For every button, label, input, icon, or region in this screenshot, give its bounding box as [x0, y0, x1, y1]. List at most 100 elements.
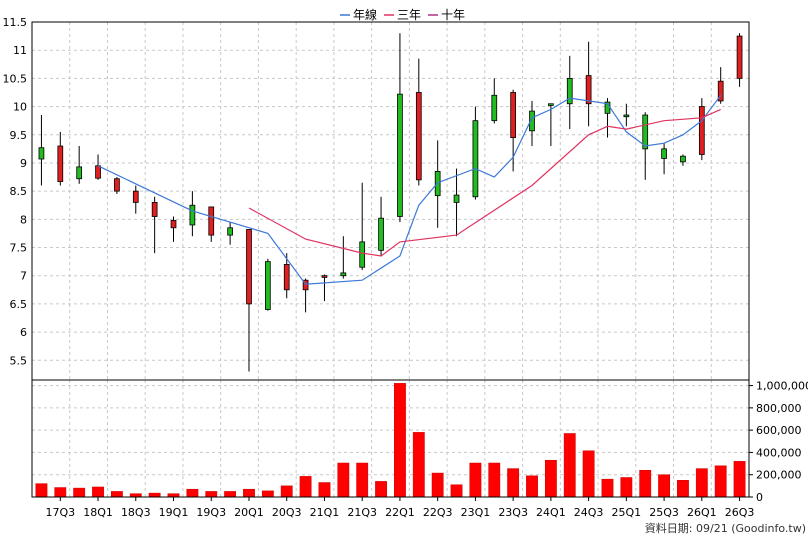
volume-bar: [168, 494, 179, 497]
candle-body: [379, 218, 384, 250]
volume-tick-label: 800,000: [756, 402, 802, 415]
x-tick-label: 22Q3: [423, 506, 453, 519]
volume-tick-label: 1,000,000: [756, 380, 808, 393]
candle-body: [492, 95, 497, 120]
volume-bar: [338, 463, 349, 497]
candle-body: [681, 156, 686, 162]
candle-body: [247, 229, 252, 303]
candle-body: [114, 179, 119, 191]
candle-body: [737, 36, 742, 78]
moving-average-lines: [98, 95, 721, 284]
price-tick-label: 7.5: [10, 242, 28, 255]
candle-body: [548, 104, 553, 106]
volume-bar: [715, 466, 726, 497]
x-tick-label: 21Q1: [310, 506, 340, 519]
volume-bar: [281, 486, 292, 497]
volume-bar: [375, 481, 386, 497]
price-panel-frame: [32, 22, 749, 380]
volume-bar: [300, 476, 311, 497]
x-tick-label: 25Q3: [649, 506, 679, 519]
price-grid: [32, 22, 749, 380]
candle-body: [360, 242, 365, 267]
candle-body: [643, 115, 648, 149]
volume-bar: [526, 476, 537, 497]
legend-label: 年線: [353, 7, 377, 22]
candle-body: [699, 107, 704, 155]
candle-body: [96, 166, 101, 178]
candle-body: [341, 273, 346, 276]
volume-bar: [36, 484, 47, 497]
price-tick-label: 8.5: [10, 185, 28, 198]
candle-body: [416, 92, 421, 179]
x-tick-label: 24Q1: [536, 506, 566, 519]
volume-bar: [224, 491, 235, 497]
volume-bar: [451, 485, 462, 497]
volume-bar: [262, 491, 273, 497]
candle-body: [586, 76, 591, 104]
price-tick-label: 7: [20, 270, 27, 283]
candlesticks: [39, 33, 742, 371]
legend: 年線 三年 十年: [340, 7, 465, 22]
volume-bar: [319, 483, 330, 497]
volume-tick-label: 200,000: [756, 469, 802, 482]
price-tick-label: 9.5: [10, 129, 28, 142]
volume-bar: [74, 488, 85, 497]
candle-body: [624, 115, 629, 117]
x-tick-label: 25Q1: [612, 506, 642, 519]
x-tick-label: 17Q3: [45, 506, 75, 519]
candle-body: [265, 262, 270, 310]
x-tick-label: 18Q3: [121, 506, 151, 519]
candle-body: [511, 92, 516, 137]
volume-bar: [111, 491, 122, 497]
x-tick-label: 18Q1: [83, 506, 113, 519]
volume-bars: [36, 383, 745, 497]
candle-body: [39, 148, 44, 159]
volume-bar: [564, 433, 575, 497]
x-tick-label: 26Q3: [725, 506, 755, 519]
legend-label: 十年: [441, 8, 465, 22]
source-note: 資料日期: 09/21 (Goodinfo.tw): [645, 521, 806, 535]
volume-bar: [413, 432, 424, 497]
x-tick-label: 19Q1: [159, 506, 189, 519]
price-tick-label: 8: [20, 213, 27, 226]
candle-body: [133, 191, 138, 202]
volume-bar: [187, 489, 198, 497]
candle-body: [567, 78, 572, 103]
candle-body: [454, 195, 459, 202]
volume-bar: [432, 473, 443, 497]
volume-bar: [696, 469, 707, 497]
x-tick-label: 21Q3: [347, 506, 377, 519]
volume-tick-label: 600,000: [756, 424, 802, 437]
candle-body: [209, 207, 214, 235]
volume-bar: [583, 451, 594, 497]
volume-bar: [545, 460, 556, 497]
x-tick-label: 20Q3: [272, 506, 302, 519]
volume-tick-label: 400,000: [756, 446, 802, 459]
candle-body: [58, 146, 63, 182]
candle-body: [473, 121, 478, 197]
price-tick-label: 10.5: [3, 72, 28, 85]
legend-label: 三年: [397, 8, 421, 22]
volume-bar: [640, 470, 651, 497]
volume-tick-label: 0: [756, 491, 763, 504]
candle-body: [397, 94, 402, 216]
candle-body: [322, 276, 327, 278]
volume-bar: [507, 469, 518, 497]
candle-body: [77, 167, 82, 179]
volume-bar: [394, 383, 405, 497]
volume-bar: [206, 491, 217, 497]
candle-body: [171, 220, 176, 227]
volume-bar: [92, 487, 103, 497]
price-tick-label: 9: [20, 157, 27, 170]
price-tick-label: 5.5: [10, 354, 28, 367]
price-tick-label: 11.5: [3, 16, 28, 29]
candle-body: [190, 205, 195, 225]
volume-bar: [677, 480, 688, 497]
volume-bar: [130, 494, 141, 497]
x-tick-label: 20Q1: [234, 506, 264, 519]
candle-body: [228, 228, 233, 235]
series-line: [98, 95, 721, 284]
x-tick-label: 26Q1: [687, 506, 717, 519]
